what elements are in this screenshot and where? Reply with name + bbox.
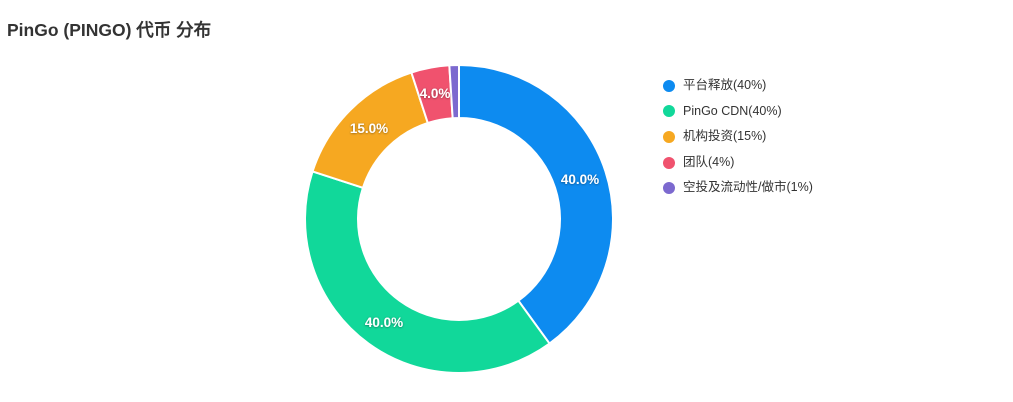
svg-text:40.0%: 40.0% <box>365 315 403 330</box>
svg-text:4.0%: 4.0% <box>420 86 451 101</box>
svg-text:15.0%: 15.0% <box>350 121 388 136</box>
svg-text:40.0%: 40.0% <box>561 172 599 187</box>
